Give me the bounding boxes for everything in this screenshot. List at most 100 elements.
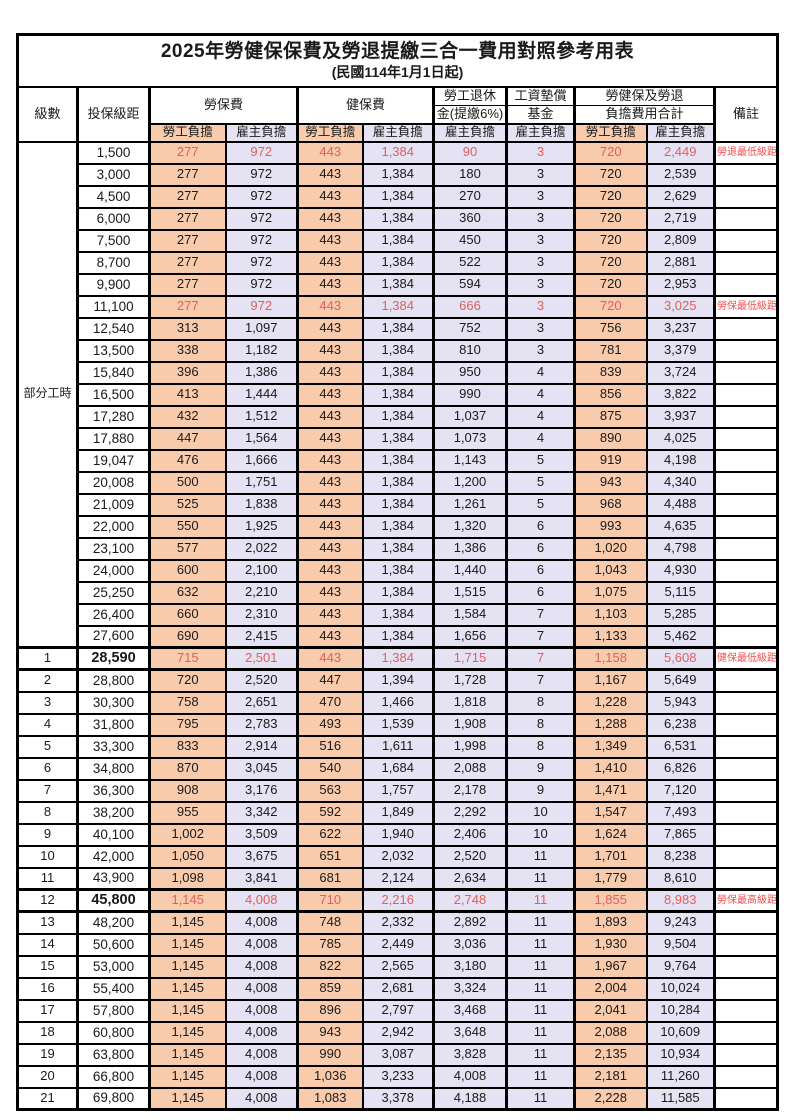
value-cell: 4 — [505, 404, 576, 429]
value-cell: 4,008 — [224, 1020, 299, 1045]
remark-cell — [712, 1042, 779, 1067]
value-cell: 2,748 — [432, 888, 508, 913]
col-header-wage-arrears-line1: 工資墊償 — [505, 85, 576, 106]
value-cell: 443 — [296, 294, 364, 319]
level-cell: 20 — [16, 1064, 79, 1089]
remark-cell — [712, 514, 779, 539]
value-cell: 972 — [224, 250, 299, 275]
value-cell: 1,779 — [573, 866, 648, 891]
value-cell: 1,384 — [361, 382, 435, 407]
level-cell: 10 — [16, 844, 79, 869]
value-cell: 3,025 — [645, 294, 716, 319]
bracket-cell: 24,000 — [76, 558, 151, 583]
table-row: 7,500 277 972 443 1,384 450 3 720 2,809 — [18, 228, 779, 253]
value-cell: 1,444 — [224, 382, 299, 407]
table-row: 4,500 277 972 443 1,384 270 3 720 2,629 — [18, 184, 779, 209]
value-cell: 11 — [505, 1064, 576, 1089]
value-cell: 11 — [505, 954, 576, 979]
value-cell: 443 — [296, 228, 364, 253]
value-cell: 720 — [573, 162, 648, 187]
value-cell: 277 — [148, 140, 227, 165]
col-header-health-insurance: 健保費 — [296, 85, 435, 125]
value-cell: 1,386 — [224, 360, 299, 385]
remark-cell — [712, 712, 779, 737]
value-cell: 3,045 — [224, 756, 299, 781]
remark-cell: 勞保最低級距 — [712, 294, 779, 319]
value-cell: 758 — [148, 690, 227, 715]
value-cell: 1,666 — [224, 448, 299, 473]
col-header-pension-line1: 勞工退休 — [432, 85, 508, 106]
value-cell: 660 — [148, 602, 227, 627]
bracket-cell: 11,100 — [76, 294, 151, 319]
value-cell: 720 — [573, 184, 648, 209]
value-cell: 8 — [505, 734, 576, 759]
value-cell: 10 — [505, 822, 576, 847]
value-cell: 7,120 — [645, 778, 716, 803]
value-cell: 972 — [224, 206, 299, 231]
bracket-cell: 28,590 — [76, 646, 151, 671]
value-cell: 443 — [296, 536, 364, 561]
value-cell: 443 — [296, 602, 364, 627]
subheader-pension-employer: 雇主負擔 — [432, 122, 508, 143]
value-cell: 2,022 — [224, 536, 299, 561]
value-cell: 443 — [296, 250, 364, 275]
value-cell: 2,292 — [432, 800, 508, 825]
value-cell: 1,701 — [573, 844, 648, 869]
value-cell: 870 — [148, 756, 227, 781]
value-cell: 2,520 — [432, 844, 508, 869]
value-cell: 1,182 — [224, 338, 299, 363]
value-cell: 1,133 — [573, 624, 648, 649]
value-cell: 1,893 — [573, 910, 648, 935]
table-row: 21 69,800 1,145 4,008 1,083 3,378 4,188 11 2,228… — [16, 1086, 779, 1111]
bracket-cell: 31,800 — [76, 712, 151, 737]
value-cell: 2,634 — [432, 866, 508, 891]
value-cell: 1,075 — [573, 580, 648, 605]
table-row: 25,250 632 2,210 443 1,384 1,515 6 1,075 5,115 — [18, 580, 779, 605]
level-cell: 13 — [16, 910, 79, 935]
remark-cell — [712, 668, 779, 693]
value-cell: 1,384 — [361, 580, 435, 605]
value-cell: 2,088 — [573, 1020, 648, 1045]
value-cell: 1,611 — [361, 734, 435, 759]
value-cell: 1,818 — [432, 690, 508, 715]
value-cell: 447 — [296, 668, 364, 693]
value-cell: 2,228 — [573, 1086, 648, 1111]
value-cell: 443 — [296, 162, 364, 187]
bracket-cell: 17,880 — [76, 426, 151, 451]
value-cell: 2,681 — [361, 976, 435, 1001]
remark-cell — [712, 206, 779, 231]
value-cell: 651 — [296, 844, 364, 869]
value-cell: 1,145 — [148, 1086, 227, 1111]
value-cell: 1,384 — [361, 404, 435, 429]
value-cell: 550 — [148, 514, 227, 539]
value-cell: 3 — [505, 294, 576, 319]
value-cell: 4,008 — [432, 1064, 508, 1089]
value-cell: 5,649 — [645, 668, 716, 693]
value-cell: 3,324 — [432, 976, 508, 1001]
table-row: 12,540 313 1,097 443 1,384 752 3 756 3,237 — [18, 316, 779, 341]
value-cell: 1,512 — [224, 404, 299, 429]
value-cell: 8,238 — [645, 844, 716, 869]
value-cell: 972 — [224, 140, 299, 165]
value-cell: 1,097 — [224, 316, 299, 341]
value-cell: 540 — [296, 756, 364, 781]
value-cell: 5,115 — [645, 580, 716, 605]
value-cell: 1,020 — [573, 536, 648, 561]
remark-cell — [712, 734, 779, 759]
value-cell: 9 — [505, 756, 576, 781]
bracket-cell: 33,300 — [76, 734, 151, 759]
table-row: 19 63,800 1,145 4,008 990 3,087 3,828 11 2,135 10… — [16, 1042, 779, 1067]
bracket-cell: 28,800 — [76, 668, 151, 693]
value-cell: 955 — [148, 800, 227, 825]
value-cell: 756 — [573, 316, 648, 341]
value-cell: 856 — [573, 382, 648, 407]
col-header-level: 級數 — [16, 85, 79, 143]
value-cell: 432 — [148, 404, 227, 429]
remark-cell: 勞退最低級距 — [712, 140, 779, 165]
value-cell: 2,088 — [432, 756, 508, 781]
remark-cell — [712, 998, 779, 1023]
value-cell: 1,656 — [432, 624, 508, 649]
remark-cell — [712, 558, 779, 583]
table-row: 27,600 690 2,415 443 1,384 1,656 7 1,133 5,462 — [18, 624, 779, 649]
value-cell: 1,515 — [432, 580, 508, 605]
